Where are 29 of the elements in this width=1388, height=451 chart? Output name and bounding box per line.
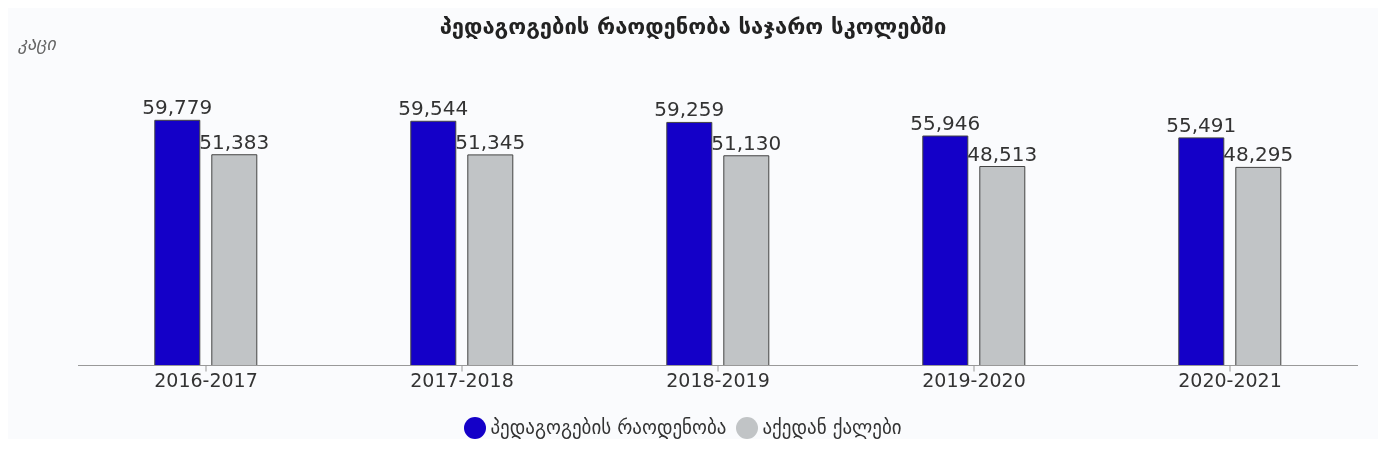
x-tick-label: 2019-2020	[922, 368, 1026, 391]
x-tick-label: 2016-2017	[154, 368, 258, 391]
data-label: 55,491	[1166, 112, 1237, 137]
bar	[1235, 166, 1282, 366]
data-label: 51,345	[455, 129, 526, 154]
x-tick-label: 2018-2019	[666, 368, 770, 391]
bar	[1178, 137, 1225, 366]
bar	[410, 120, 457, 366]
data-label: 59,544	[398, 96, 469, 121]
bar	[154, 119, 201, 366]
x-tick-label: 2020-2021	[1178, 368, 1282, 391]
chart-title: პედაგოგების რაოდენობა საჯარო სკოლებში	[439, 14, 947, 39]
bar	[723, 155, 770, 366]
legend-label: აქედან ქალები	[762, 415, 902, 438]
data-label: 48,513	[967, 141, 1038, 166]
bar	[666, 121, 713, 366]
data-label: 51,130	[711, 130, 782, 155]
y-axis-title: კაცი	[17, 32, 58, 54]
data-label: 55,946	[910, 111, 981, 136]
bar	[211, 154, 258, 366]
bar	[979, 166, 1026, 366]
legend-label: პედაგოგების რაოდენობა	[490, 415, 727, 438]
x-tick-label: 2017-2018	[410, 368, 514, 391]
data-label: 48,295	[1223, 142, 1294, 167]
data-label: 59,779	[142, 95, 213, 120]
bar	[922, 135, 969, 366]
data-label: 51,383	[199, 129, 270, 154]
bar	[467, 154, 514, 366]
data-label: 59,259	[654, 97, 725, 122]
